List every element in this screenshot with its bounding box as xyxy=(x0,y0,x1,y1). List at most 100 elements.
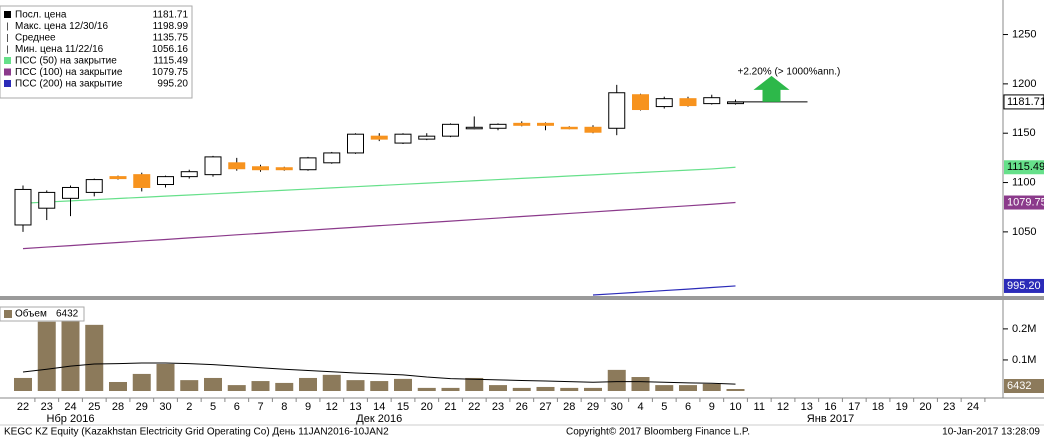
legend-label: Макс. цена 12/30/16 xyxy=(15,21,108,32)
legend-label: ПСС (100) на закрытие xyxy=(15,67,123,78)
legend-label: ПСС (50) на закрытие xyxy=(15,56,117,67)
volume-bar xyxy=(299,377,317,391)
volume-bar xyxy=(180,380,199,391)
x-tick-label: 20 xyxy=(919,401,931,413)
candle-body xyxy=(275,167,293,171)
x-tick-label: 7 xyxy=(257,401,263,413)
y-tick-label: 1100 xyxy=(1012,176,1036,188)
y-tick-label: 1200 xyxy=(1012,78,1036,90)
price-panel: +2.20% (> 1000%ann.) xyxy=(14,67,840,296)
candle-body xyxy=(703,97,721,105)
x-tick-label: 8 xyxy=(281,401,287,413)
volume-bar xyxy=(417,387,436,391)
legend-swatch xyxy=(4,68,11,76)
volume-bar xyxy=(679,385,697,391)
legend-value: 1135.75 xyxy=(153,33,189,44)
volume-legend-value: 6432 xyxy=(56,309,79,320)
candle-body xyxy=(204,156,222,176)
last-price-tag-label: 1181.71 xyxy=(1007,96,1044,108)
axes: 1050 1100 1150 1200 1250 Посл. цена 1181.71 Мак… xyxy=(0,5,1044,425)
footer-right: 10-Jan-2017 13:28:09 xyxy=(942,427,1040,438)
volume-bar xyxy=(465,377,484,391)
legend-value: 1198.99 xyxy=(153,21,189,32)
x-tick-label: 5 xyxy=(661,401,667,413)
candle-body xyxy=(228,162,246,170)
candle-body xyxy=(370,135,388,140)
candle-body xyxy=(418,135,436,140)
volume-bar xyxy=(607,369,626,391)
x-tick-label: 30 xyxy=(611,401,623,413)
x-tick-label: 17 xyxy=(848,401,860,413)
x-tick-label: 25 xyxy=(88,401,100,413)
month-label: Янв 2017 xyxy=(807,413,854,425)
volume-average-line xyxy=(22,362,736,385)
candle-body xyxy=(133,174,151,188)
volume-bar xyxy=(61,309,80,391)
volume-bar xyxy=(156,363,175,391)
ma-tag xyxy=(1004,278,1044,293)
panel-separator xyxy=(0,296,1044,300)
volume-bar xyxy=(726,389,745,391)
legend-value: 1181.71 xyxy=(153,10,189,21)
volume-panel xyxy=(14,309,745,391)
legend-label: Посл. цена xyxy=(15,10,67,21)
x-tick-label: 15 xyxy=(397,401,409,413)
x-tick-label: 6 xyxy=(685,401,691,413)
volume-bar xyxy=(204,377,222,391)
x-tick-label: 29 xyxy=(136,401,148,413)
legend-label: Мин. цена 11/22/16 xyxy=(15,44,104,55)
candle-body xyxy=(608,92,626,129)
y-tick-label: 0.1M xyxy=(1012,354,1036,366)
x-tick-label: 20 xyxy=(421,401,433,413)
volume-bar xyxy=(702,383,721,391)
legend-box xyxy=(0,5,193,99)
volume-legend-swatch xyxy=(4,310,12,318)
x-tick-label: 13 xyxy=(801,401,813,413)
x-tick-label: 21 xyxy=(444,401,456,413)
moving-average-line xyxy=(22,166,736,204)
ma-tag-label: 1079.75 xyxy=(1007,196,1044,208)
moving-average-line xyxy=(592,285,736,296)
x-tick-label: 29 xyxy=(587,401,599,413)
volume-tag xyxy=(1004,379,1044,394)
volume-bar xyxy=(85,324,104,391)
candle-body xyxy=(85,179,103,193)
x-tick-label: 28 xyxy=(563,401,575,413)
candle-body xyxy=(180,171,198,178)
volume-bar xyxy=(227,385,246,391)
x-tick-label: 6 xyxy=(234,401,240,413)
x-tick-label: 13 xyxy=(349,401,361,413)
volume-legend-label: Объем xyxy=(15,308,47,320)
volume-bar xyxy=(132,373,151,391)
x-tick-label: 10 xyxy=(729,401,741,413)
x-tick-label: 16 xyxy=(824,401,836,413)
legend-swatch xyxy=(4,11,11,18)
volume-bar xyxy=(512,387,531,391)
x-tick-label: 19 xyxy=(896,401,908,413)
candle-body xyxy=(62,186,79,199)
candle-body xyxy=(537,122,554,126)
footer-left: KEGC KZ Equity (Kazakhstan Electricity G… xyxy=(4,427,389,438)
candle-body xyxy=(655,98,673,108)
x-tick-label: 22 xyxy=(17,401,29,413)
legend-value: 995.20 xyxy=(157,79,188,90)
candle-body xyxy=(323,152,341,164)
volume-bar xyxy=(441,387,460,391)
x-tick-label: 5 xyxy=(210,401,216,413)
ma-tag-label: 995.20 xyxy=(1007,280,1041,292)
candle-body xyxy=(14,188,32,226)
y-tick-label: 1250 xyxy=(1012,28,1036,40)
volume-bar xyxy=(275,382,294,391)
candle-body xyxy=(347,133,364,154)
x-tick-label: 4 xyxy=(637,401,643,413)
x-tick-label: 14 xyxy=(373,401,385,413)
x-tick-label: 24 xyxy=(64,401,76,413)
x-tick-label: 12 xyxy=(326,401,338,413)
annotation-arrow xyxy=(753,75,790,102)
volume-bar xyxy=(37,321,56,391)
x-tick-label: 9 xyxy=(709,401,715,413)
legend-swatch xyxy=(4,80,11,87)
ma-tag xyxy=(1004,160,1044,175)
x-tick-label: 27 xyxy=(539,401,551,413)
month-label: Нбр 2016 xyxy=(47,413,95,425)
